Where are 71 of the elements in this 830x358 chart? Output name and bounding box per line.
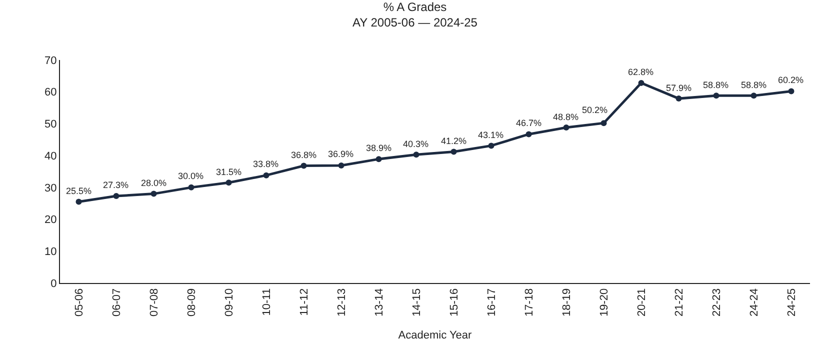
point	[788, 88, 794, 94]
point	[413, 152, 420, 158]
data-label: 40.3%	[403, 139, 429, 149]
x-tick-label: 16-17	[486, 288, 498, 317]
data-label: 30.0%	[178, 171, 204, 181]
chart-subtitle: AY 2005-06 — 2024-25	[352, 15, 478, 30]
point	[488, 142, 494, 149]
data-label: 58.8%	[741, 80, 767, 90]
data-label: 38.9%	[366, 143, 392, 153]
y-tick-label: 40	[44, 150, 57, 162]
point	[188, 184, 194, 190]
point	[450, 148, 457, 155]
y-tick-label: 20	[44, 214, 57, 226]
data-label: 50.2%	[582, 105, 608, 115]
x-tick-label: 06-07	[110, 288, 123, 317]
data-label: 43.1%	[478, 130, 504, 140]
data-label: 58.8%	[703, 80, 729, 90]
data-label: 41.2%	[441, 136, 467, 146]
y-tick-label: 30	[44, 182, 57, 194]
point	[113, 193, 120, 200]
point	[338, 162, 344, 168]
x-tick-label: 07-08	[148, 288, 160, 317]
data-label: 28.0%	[141, 178, 167, 188]
point	[300, 162, 307, 169]
x-tick-label: 12-13	[336, 288, 348, 317]
data-label: 33.8%	[253, 159, 279, 169]
point	[676, 96, 682, 102]
x-tick-label: 22-23	[710, 288, 723, 317]
point	[263, 172, 270, 178]
y-tick-label: 0	[50, 278, 57, 290]
point	[226, 180, 232, 186]
x-tick-label: 24-25	[786, 288, 798, 317]
data-label: 36.9%	[328, 149, 354, 159]
x-tick-label: 11-12	[298, 288, 310, 316]
data-label: 60.2%	[778, 75, 804, 85]
point	[150, 190, 157, 197]
data-label: 25.5%	[66, 186, 92, 196]
x-tick-label: 15-16	[448, 288, 460, 317]
x-tick-label: 19-20	[598, 288, 610, 317]
x-tick-label: 13-14	[373, 288, 386, 317]
point	[376, 156, 382, 162]
x-tick-label: 20-21	[636, 288, 648, 317]
x-tick-label: 08-09	[186, 288, 198, 317]
data-label: 46.7%	[516, 118, 542, 128]
data-label: 27.3%	[103, 180, 129, 190]
y-tick-label: 50	[44, 118, 57, 131]
data-label: 31.5%	[216, 167, 242, 177]
x-tick-label: 09-10	[223, 288, 236, 317]
chart-title: % A Grades	[383, 0, 447, 14]
x-axis-title: Academic Year	[398, 330, 472, 342]
y-tick-label: 70	[44, 54, 57, 67]
x-tick-label: 14-15	[410, 288, 423, 317]
x-tick-label: 21-22	[673, 288, 686, 317]
point	[750, 92, 757, 99]
point	[713, 92, 720, 99]
data-label: 48.8%	[553, 112, 579, 122]
point	[638, 80, 644, 86]
data-label: 62.8%	[628, 67, 654, 77]
x-tick-label: 05-06	[73, 288, 86, 317]
data-label: 36.8%	[291, 150, 317, 160]
point	[76, 198, 82, 205]
x-tick-label: 17-18	[523, 288, 536, 317]
point	[600, 120, 607, 126]
point	[526, 131, 532, 138]
data-label: 57.9%	[666, 83, 692, 93]
x-tick-label: 24-24	[748, 288, 760, 317]
y-tick-label: 10	[44, 246, 57, 258]
x-tick-label: 18-19	[560, 288, 573, 317]
x-tick-label: 10-11	[260, 288, 273, 316]
point	[563, 124, 570, 131]
y-tick-label: 60	[44, 86, 57, 99]
